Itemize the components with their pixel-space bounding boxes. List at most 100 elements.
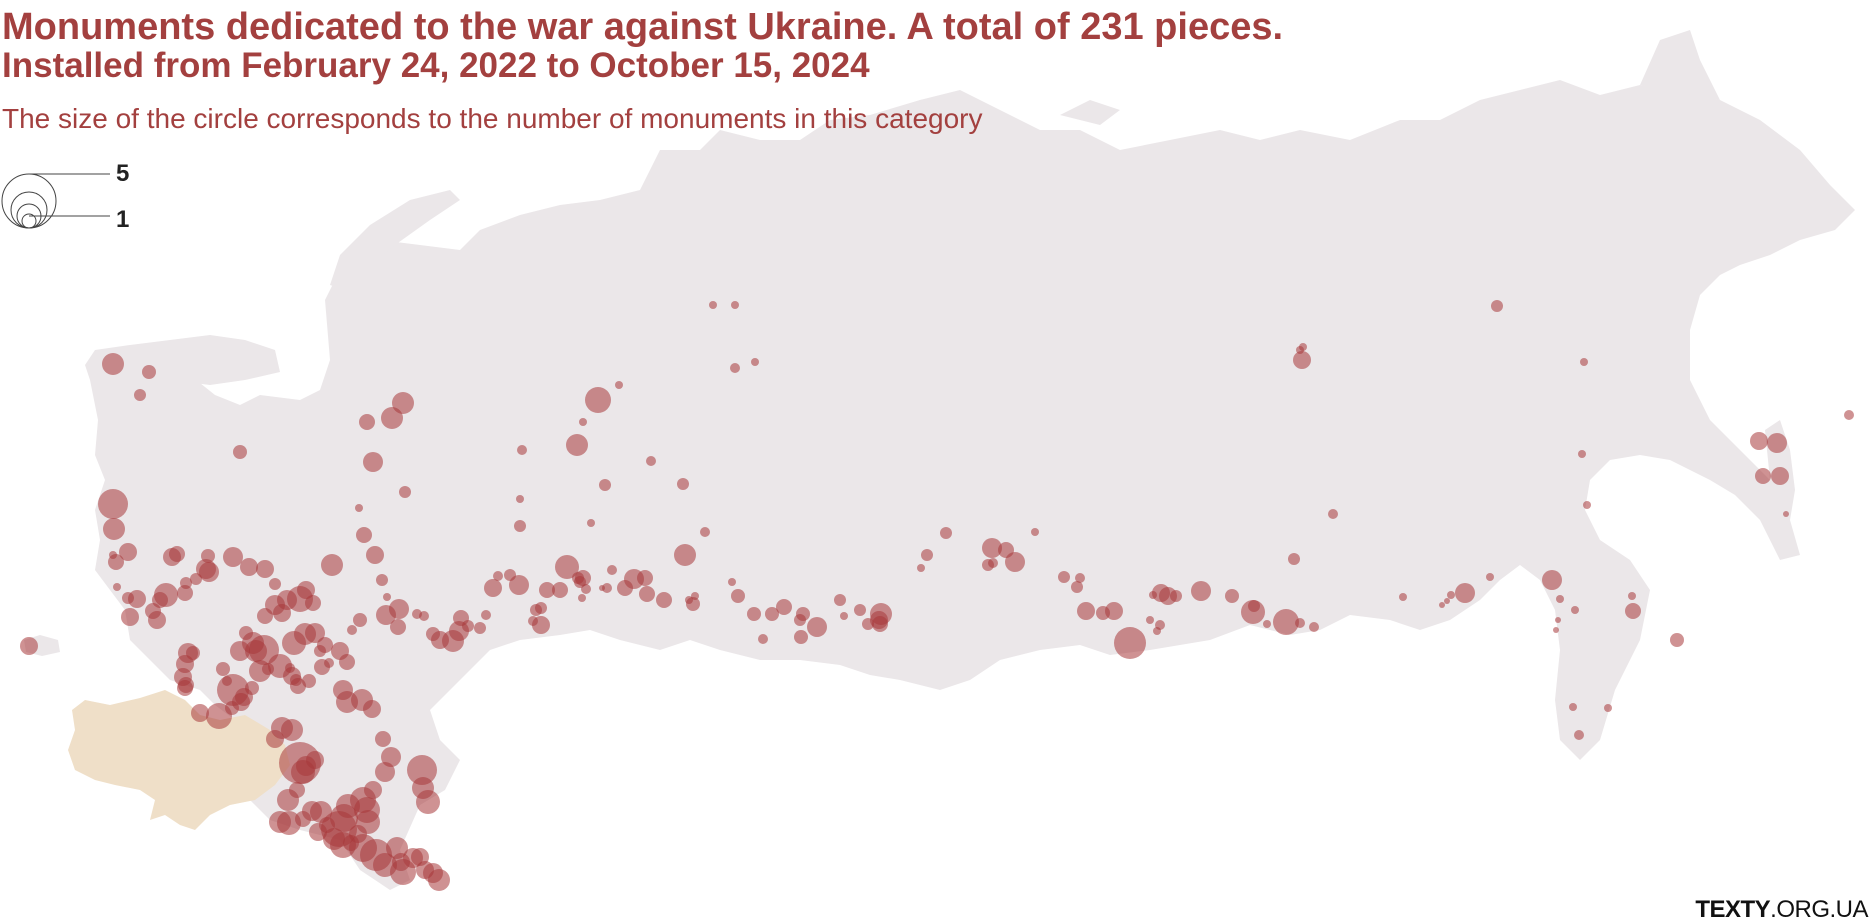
monument-marker [366, 546, 384, 564]
monument-marker [517, 445, 527, 455]
monument-marker [180, 577, 192, 589]
monument-marker [1328, 509, 1338, 519]
map-title: Monuments dedicated to the war against U… [2, 6, 1284, 48]
monument-marker [1153, 627, 1161, 635]
monument-marker [1447, 591, 1455, 599]
monument-marker [119, 543, 137, 561]
monument-marker [121, 608, 139, 626]
monument-marker [1263, 620, 1271, 628]
monument-marker [677, 478, 689, 490]
monument-marker [353, 613, 367, 627]
monument-marker [528, 616, 538, 626]
monument-marker [834, 594, 846, 606]
monument-marker [1031, 528, 1039, 536]
monument-marker [256, 560, 274, 578]
monument-marker [998, 542, 1014, 558]
monument-marker [392, 392, 414, 414]
monument-marker [305, 595, 321, 611]
monument-marker [674, 544, 696, 566]
monument-marker [1771, 467, 1789, 485]
monument-marker [350, 787, 376, 813]
monument-marker [177, 680, 193, 696]
monument-marker [555, 555, 579, 579]
monument-marker [1455, 583, 1475, 603]
monument-marker [1439, 602, 1445, 608]
monument-marker [381, 747, 401, 767]
monument-marker [277, 789, 299, 811]
northern-islands [880, 95, 1120, 135]
monument-marker [277, 811, 301, 835]
monument-marker [1625, 603, 1641, 619]
monument-marker [870, 611, 888, 629]
monument-marker [142, 365, 156, 379]
russia-landmass [90, 80, 1855, 890]
monument-marker [196, 559, 216, 579]
monument-marker [1288, 553, 1300, 565]
monument-marker [484, 579, 502, 597]
monument-marker [1170, 590, 1182, 602]
monument-marker [1750, 432, 1768, 450]
monument-marker [314, 659, 330, 675]
monument-marker [390, 619, 406, 635]
monument-marker [163, 548, 181, 566]
monument-marker [339, 654, 355, 670]
monument-marker [840, 612, 848, 620]
monument-marker [794, 630, 808, 644]
monument-marker [1293, 351, 1311, 369]
monument-marker [917, 564, 925, 572]
monument-marker [407, 755, 437, 785]
monument-marker [249, 660, 271, 682]
monument-marker [1309, 622, 1319, 632]
bubble-legend [1, 173, 110, 229]
monument-marker [862, 618, 874, 630]
monument-marker [1553, 627, 1559, 633]
legend-min-label: 1 [116, 206, 130, 233]
monument-marker [269, 578, 281, 590]
monument-marker [566, 434, 588, 456]
monument-marker [134, 389, 146, 401]
monument-marker [1149, 591, 1157, 599]
monument-marker [249, 635, 279, 665]
monument-marker [730, 363, 740, 373]
monument-marker [607, 565, 617, 575]
monument-marker [921, 549, 933, 561]
credit-brand: TEXTY [1695, 896, 1771, 923]
monument-marker [765, 607, 779, 621]
monument-marker [617, 580, 633, 596]
monument-marker [347, 625, 357, 635]
monument-marker [297, 581, 315, 599]
monument-marker [776, 599, 792, 615]
monument-marker [257, 608, 273, 624]
monument-marker [599, 479, 611, 491]
monument-marker [1299, 343, 1307, 351]
monument-marker [1096, 606, 1110, 620]
monument-marker [412, 609, 422, 619]
monument-marker [233, 445, 247, 459]
monument-marker [639, 586, 655, 602]
monument-marker [20, 637, 38, 655]
monument-marker [474, 622, 486, 634]
monument-marker [1569, 703, 1577, 711]
monument-marker [333, 680, 353, 700]
monument-marker [186, 646, 200, 660]
monument-marker [1571, 606, 1579, 614]
monument-marker [1075, 573, 1085, 583]
monument-marker [1556, 595, 1564, 603]
monument-marker [578, 594, 586, 602]
monument-marker [103, 518, 125, 540]
monument-marker [1578, 450, 1586, 458]
monument-marker [145, 603, 161, 619]
monument-marker [1555, 617, 1561, 623]
monument-marker [108, 554, 124, 570]
monument-marker [646, 456, 656, 466]
monument-marker [1225, 589, 1239, 603]
monument-marker [751, 358, 759, 366]
monument-marker [728, 578, 736, 586]
monument-marker [587, 519, 595, 527]
monument-marker [359, 414, 375, 430]
monument-marker [281, 719, 303, 741]
monument-marker [731, 301, 739, 309]
monument-marker [321, 554, 343, 576]
monument-marker [1399, 593, 1407, 601]
monument-marker [1486, 573, 1494, 581]
